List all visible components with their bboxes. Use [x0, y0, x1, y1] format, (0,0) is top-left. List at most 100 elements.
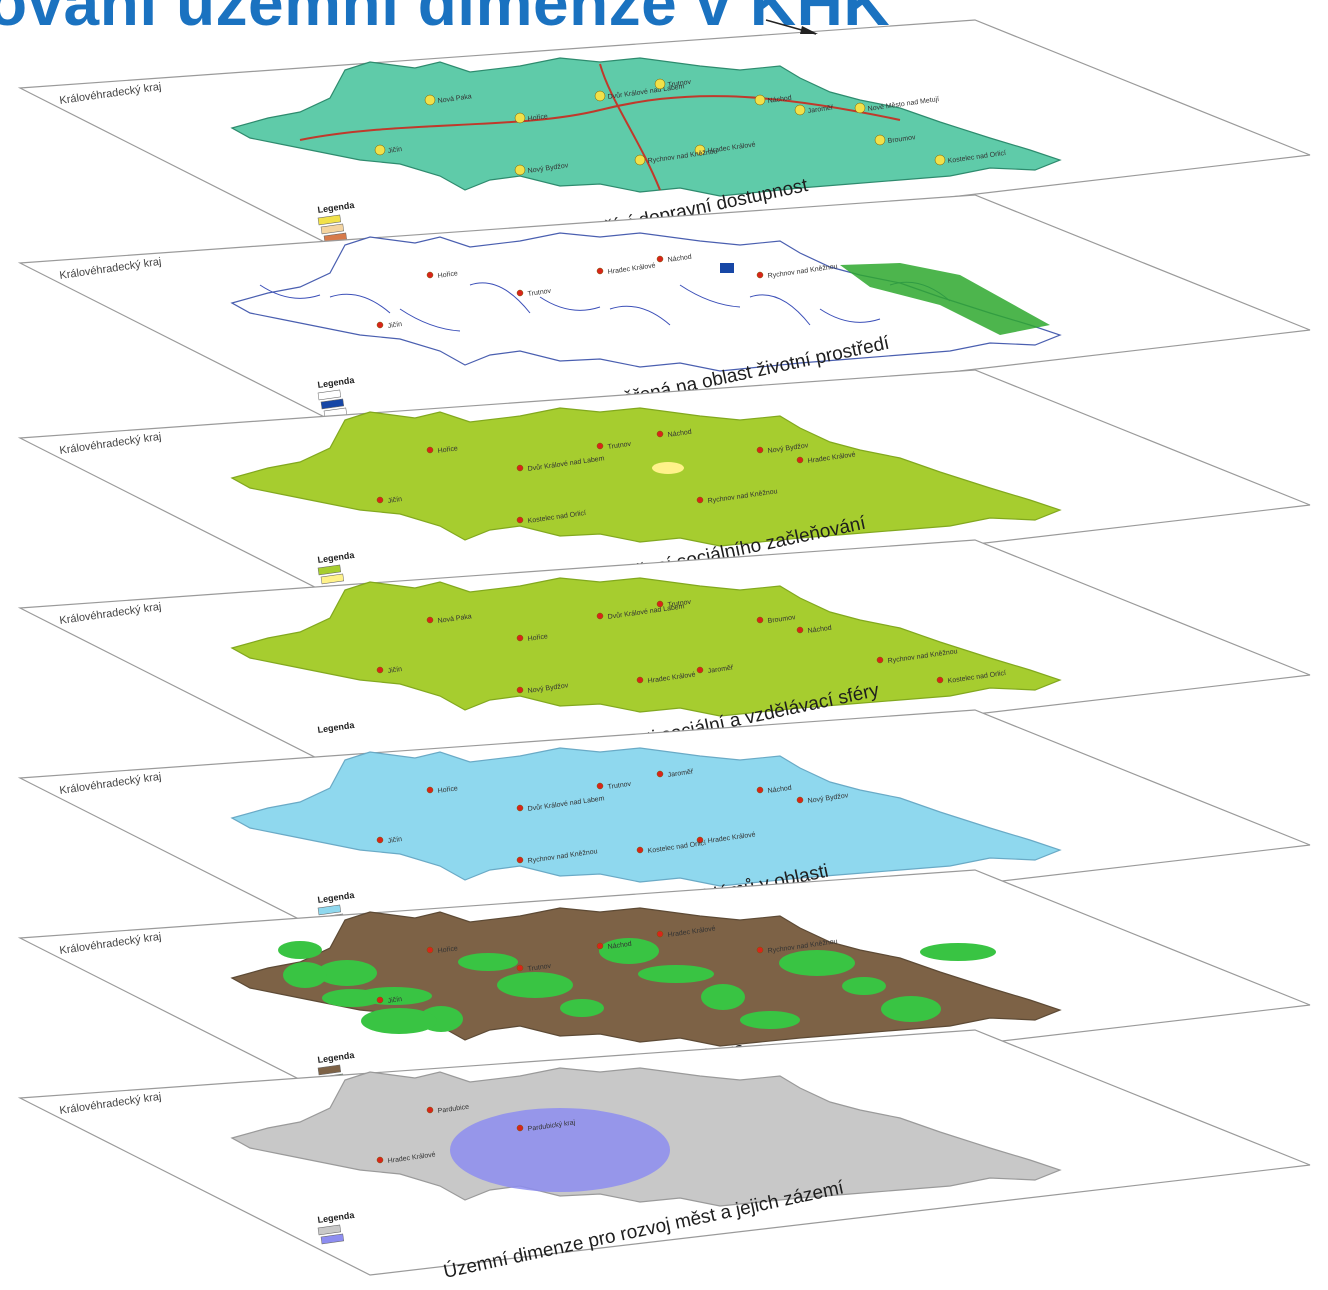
north-arrow-icon — [765, 19, 818, 35]
town-label: Jičín — [387, 666, 402, 675]
town-label: Trutnov — [667, 599, 692, 609]
urban-area — [283, 962, 327, 988]
region-map — [230, 57, 1062, 197]
river-line — [399, 308, 461, 332]
town-marker — [516, 634, 524, 642]
town-label: Hořice — [527, 113, 548, 123]
urban-area — [638, 965, 714, 983]
legend-swatch — [317, 389, 342, 401]
town-marker — [656, 430, 664, 438]
river-line — [329, 293, 391, 314]
town-marker — [426, 616, 434, 624]
town-label: Náchod — [807, 625, 832, 635]
urban-area — [458, 953, 518, 971]
urban-area — [322, 989, 382, 1007]
town-marker — [376, 496, 384, 504]
town-marker — [656, 770, 664, 778]
river-line — [679, 284, 741, 308]
town-label: Jičín — [387, 496, 402, 505]
region-map — [230, 407, 1062, 547]
town-label: Jaroměř — [807, 104, 834, 115]
town-label: Náchod — [767, 95, 792, 105]
town-label: Pardubice — [437, 1104, 469, 1115]
town-marker — [634, 154, 646, 166]
river-line — [469, 282, 531, 314]
town-label: Hořice — [437, 270, 458, 280]
town-marker — [596, 267, 604, 275]
town-marker — [594, 90, 606, 102]
town-marker — [754, 94, 766, 106]
town-marker — [636, 846, 644, 854]
town-label: Náchod — [767, 785, 792, 795]
town-label: Nová Paka — [437, 613, 472, 625]
region-map — [230, 232, 1062, 372]
town-marker — [426, 446, 434, 454]
town-label: Hořice — [437, 785, 458, 795]
town-marker — [696, 836, 704, 844]
town-marker — [426, 786, 434, 794]
town-label: Náchod — [607, 941, 632, 951]
legend-swatch — [320, 398, 345, 410]
town-label: Jaroměř — [667, 768, 694, 779]
urban-area — [599, 938, 659, 964]
town-marker — [756, 271, 764, 279]
river-line — [819, 308, 881, 323]
legend-swatch — [317, 1064, 342, 1076]
town-marker — [376, 321, 384, 329]
river-line — [539, 296, 601, 311]
road-line — [599, 63, 661, 191]
town-marker — [656, 600, 664, 608]
town-label: Trutnov — [607, 441, 632, 451]
town-marker — [756, 946, 764, 954]
town-marker — [374, 144, 386, 156]
town-marker — [376, 1156, 384, 1164]
town-marker — [636, 676, 644, 684]
town-label: Jičín — [387, 836, 402, 845]
urban-area — [317, 960, 377, 986]
town-marker — [426, 1106, 434, 1114]
town-label: Hořice — [437, 945, 458, 955]
town-label: Jaroměř — [707, 664, 734, 675]
town-marker — [874, 134, 886, 146]
urban-area — [560, 999, 604, 1017]
town-marker — [596, 442, 604, 450]
town-marker — [516, 289, 524, 297]
town-label: Trutnov — [527, 288, 552, 298]
region-map — [230, 577, 1062, 717]
town-marker — [424, 94, 436, 106]
town-marker — [596, 612, 604, 620]
town-label: Broumov — [767, 614, 796, 625]
town-marker — [426, 271, 434, 279]
town-marker — [514, 112, 526, 124]
town-marker — [854, 102, 866, 114]
river-line — [609, 305, 671, 326]
urban-area — [361, 1008, 437, 1034]
town-label: Hořice — [437, 445, 458, 455]
town-label: Trutnov — [527, 963, 552, 973]
town-marker — [596, 942, 604, 950]
town-label: Nová Paka — [437, 93, 472, 105]
urban-area — [842, 977, 886, 995]
town-marker — [516, 1124, 524, 1132]
town-marker — [514, 164, 526, 176]
legend-swatch — [320, 1233, 345, 1245]
town-marker — [516, 804, 524, 812]
protected-area — [840, 263, 1050, 335]
town-marker — [516, 464, 524, 472]
town-marker — [876, 656, 884, 664]
urban-area — [497, 972, 573, 998]
town-label: Trutnov — [667, 79, 692, 89]
town-label: Broumov — [887, 134, 916, 145]
region-map — [230, 747, 1062, 887]
town-marker — [936, 676, 944, 684]
urban-area — [701, 984, 745, 1010]
town-marker — [376, 666, 384, 674]
town-marker — [796, 626, 804, 634]
legend-swatch — [317, 214, 342, 226]
legend-swatch — [320, 223, 345, 235]
town-marker — [696, 666, 704, 674]
town-marker — [656, 255, 664, 263]
excluded-locality — [652, 462, 684, 474]
town-marker — [756, 616, 764, 624]
